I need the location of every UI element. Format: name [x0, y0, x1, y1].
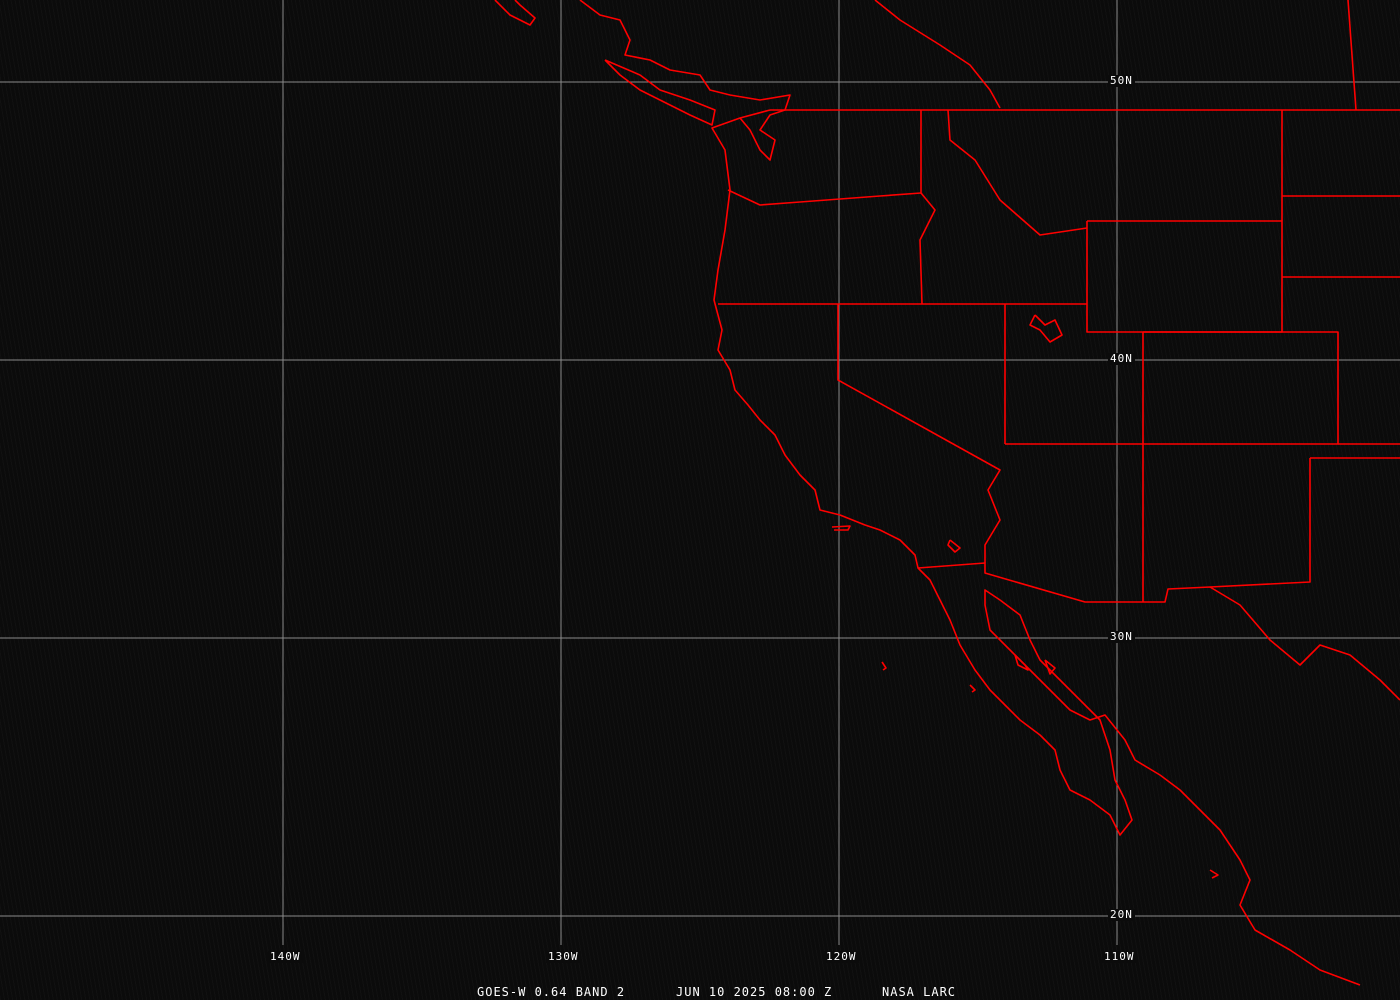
lat-label-30n: 30N: [1108, 630, 1135, 643]
caption-credit: NASA LARC: [882, 985, 957, 999]
id-mt-border: [947, 109, 1088, 236]
lon-label-130w: 130W: [546, 950, 581, 963]
lon-label-140w: 140W: [268, 950, 303, 963]
bc-coastline: [494, 0, 536, 26]
ca-nv-border: [837, 304, 1001, 563]
saskatchewan-border: [1347, 0, 1357, 111]
salton-sea: [947, 539, 961, 553]
lon-label-120w: 120W: [824, 950, 859, 963]
vancouver-island: [604, 59, 716, 126]
wa-or-border: [727, 189, 922, 206]
mexico-us-border: [917, 562, 1400, 701]
lat-label-40n: 40N: [1108, 352, 1135, 365]
cedros-island: [969, 684, 976, 693]
graticule: [0, 0, 1400, 945]
west-coastline: [711, 109, 1361, 986]
gulf-islands: [1014, 654, 1029, 671]
great-salt-lake: [1029, 314, 1063, 343]
canada-coast-north: [874, 0, 1001, 109]
ut-az-co-nm-border: [1005, 331, 1339, 445]
tres-marias: [1209, 869, 1219, 879]
tiburon-island: [1044, 659, 1056, 675]
channel-islands: [831, 525, 851, 531]
wa-id-border: [919, 110, 936, 305]
lat-label-20n: 20N: [1108, 908, 1135, 921]
nm-tx-border: [1209, 458, 1311, 588]
caption-datetime: JUN 10 2025 08:00 Z: [676, 985, 833, 999]
caption-satellite-band: GOES-W 0.64 BAND 2: [477, 985, 626, 999]
guadalupe-island: [881, 661, 887, 671]
lat-label-50n: 50N: [1108, 74, 1135, 87]
lon-label-110w: 110W: [1102, 950, 1137, 963]
bc-coastline-2: [579, 0, 791, 161]
wyoming-border: [1086, 220, 1283, 333]
